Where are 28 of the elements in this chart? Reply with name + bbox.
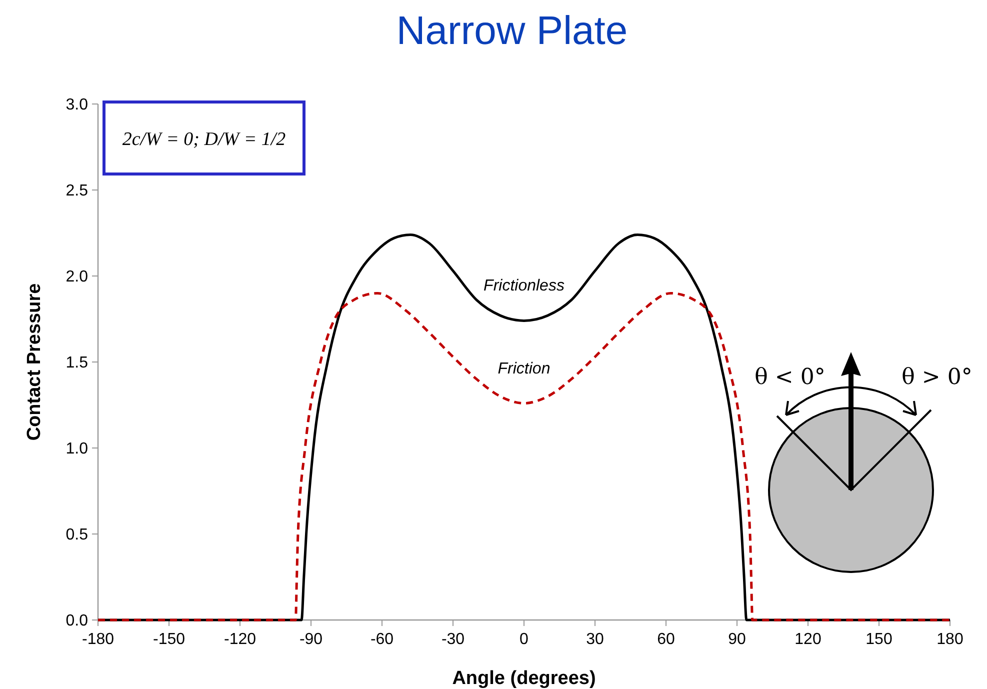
series-label: Friction <box>498 360 550 378</box>
x-tick-label: -30 <box>441 631 465 648</box>
x-tick-label: -120 <box>224 631 256 648</box>
x-tick-label: -90 <box>299 631 323 648</box>
y-tick-label: 2.0 <box>66 268 88 286</box>
annotation: θ < 0° <box>754 365 826 390</box>
x-tick-label: 0 <box>520 631 529 648</box>
x-tick-label: 30 <box>586 631 604 648</box>
x-tick-label: -150 <box>152 631 186 648</box>
x-tick-label: -60 <box>370 631 394 648</box>
x-tick-label: 60 <box>657 631 675 648</box>
x-tick-label: 150 <box>866 631 892 648</box>
annotation: θ > 0° <box>902 365 972 390</box>
x-axis-title: Angle (degrees) <box>452 668 596 689</box>
y-tick-label: 2.5 <box>66 182 88 200</box>
x-tick-label: 120 <box>794 631 822 648</box>
annotation: 2c/W = 0; D/W = 1/2 <box>122 129 286 150</box>
y-axis-title: Contact Pressure <box>24 283 45 441</box>
y-tick-label: 1.0 <box>66 440 88 458</box>
y-tick-label: 3.0 <box>66 96 88 114</box>
series-label: Frictionless <box>484 278 564 295</box>
y-tick-label: 0.0 <box>66 612 88 630</box>
x-tick-label: 90 <box>728 631 746 648</box>
x-tick-label: -180 <box>82 631 114 648</box>
y-tick-label: 1.5 <box>66 354 88 372</box>
y-tick-label: 0.5 <box>66 526 88 544</box>
chart-title: Narrow Plate <box>396 9 628 53</box>
x-tick-label: 180 <box>936 631 964 648</box>
